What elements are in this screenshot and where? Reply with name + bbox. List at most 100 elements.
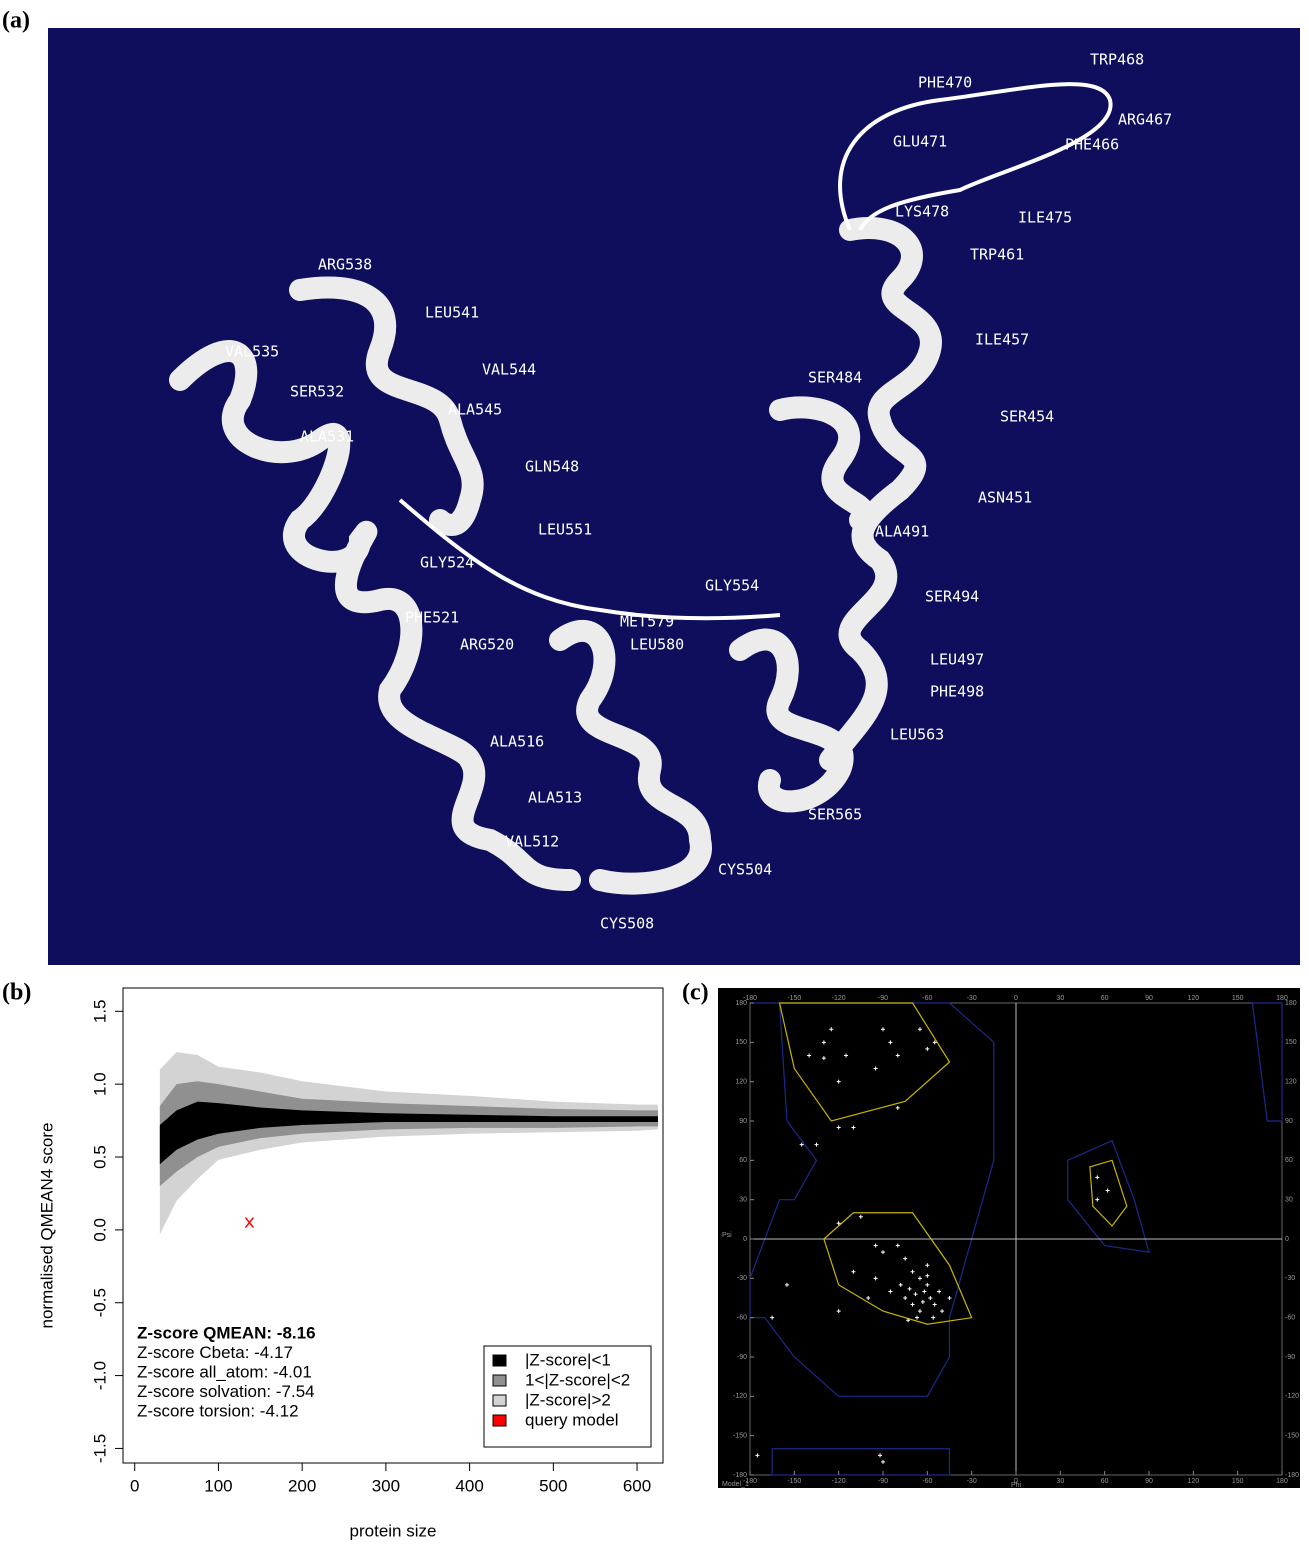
x-tick-label: 0 xyxy=(130,1476,139,1495)
x-tick-label: 300 xyxy=(372,1476,400,1495)
legend-swatch xyxy=(493,1375,506,1386)
x-tick-label: -90 xyxy=(878,1478,888,1485)
y-tick-label: -150 xyxy=(1285,1433,1299,1440)
structure-panel xyxy=(48,28,1300,965)
x-axis-label: Phi xyxy=(1011,1482,1022,1489)
panel-label: (a) xyxy=(2,8,30,34)
y-tick-label: 30 xyxy=(1285,1197,1293,1204)
residue-label: ARG467 xyxy=(1118,111,1172,129)
residue-label: PHE498 xyxy=(930,683,984,701)
residue-label: ALA516 xyxy=(490,733,544,751)
ramachandran-background xyxy=(718,988,1300,1488)
residue-label: VAL535 xyxy=(225,343,279,361)
x-tick-label: 100 xyxy=(204,1476,232,1495)
y-tick-label: 120 xyxy=(1285,1079,1297,1086)
query-point xyxy=(245,1218,253,1228)
residue-label: LYS478 xyxy=(895,203,949,221)
y-tick-label: 0.5 xyxy=(90,1145,109,1169)
x-tick-label: 120 xyxy=(1187,995,1199,1002)
y-tick-label: 120 xyxy=(735,1079,747,1086)
x-tick-label: 120 xyxy=(1187,1478,1199,1485)
residue-label: ALA545 xyxy=(448,401,502,419)
y-tick-label: -30 xyxy=(737,1275,747,1282)
x-tick-label: -30 xyxy=(967,1478,977,1485)
x-tick-label: 30 xyxy=(1056,1478,1064,1485)
x-axis-label: protein size xyxy=(350,1521,437,1540)
residue-label: ALA513 xyxy=(528,789,582,807)
x-tick-label: 150 xyxy=(1232,995,1244,1002)
y-tick-label: 0 xyxy=(1285,1236,1289,1243)
figure: (a)(b)(c)TRP468PHE470ARG467GLU471PHE466L… xyxy=(0,0,1309,1547)
x-tick-label: 150 xyxy=(1232,1478,1244,1485)
y-tick-label: 90 xyxy=(739,1118,747,1125)
z-score-note: Z-score all_atom: -4.01 xyxy=(137,1362,312,1381)
legend-label: |Z-score|<1 xyxy=(525,1350,611,1369)
y-tick-label: 0 xyxy=(743,1236,747,1243)
x-tick-label: 90 xyxy=(1145,995,1153,1002)
y-tick-label: 150 xyxy=(735,1039,747,1046)
residue-label: GLY524 xyxy=(420,554,474,572)
residue-label: LEU541 xyxy=(425,304,479,322)
residue-label: GLN548 xyxy=(525,458,579,476)
y-tick-label: -30 xyxy=(1285,1275,1295,1282)
y-tick-label: -150 xyxy=(733,1433,747,1440)
y-tick-label: 150 xyxy=(1285,1039,1297,1046)
y-tick-label: -120 xyxy=(733,1393,747,1400)
residue-label: GLY554 xyxy=(705,577,759,595)
y-tick-label: -0.5 xyxy=(90,1288,109,1317)
y-tick-label: 180 xyxy=(1285,1000,1297,1007)
x-tick-label: 30 xyxy=(1056,995,1064,1002)
y-tick-label: -180 xyxy=(733,1472,747,1479)
residue-label: TRP461 xyxy=(970,246,1024,264)
x-tick-label: -30 xyxy=(967,995,977,1002)
z-score-note: Z-score solvation: -7.54 xyxy=(137,1382,315,1401)
residue-label: SER454 xyxy=(1000,408,1054,426)
z-score-note: Z-score QMEAN: -8.16 xyxy=(137,1323,316,1342)
y-tick-label: 1.5 xyxy=(90,999,109,1023)
residue-label: MET579 xyxy=(620,613,674,631)
z-score-note: Z-score Cbeta: -4.17 xyxy=(137,1343,293,1362)
residue-label: PHE521 xyxy=(405,609,459,627)
y-tick-label: -1.5 xyxy=(90,1434,109,1463)
residue-label: ARG538 xyxy=(318,256,372,274)
x-tick-label: 60 xyxy=(1101,1478,1109,1485)
residue-label: PHE470 xyxy=(918,74,972,92)
residue-label: CYS504 xyxy=(718,861,772,879)
residue-label: LEU563 xyxy=(890,726,944,744)
legend-swatch xyxy=(493,1415,506,1426)
y-tick-label: 180 xyxy=(735,1000,747,1007)
x-tick-label: -120 xyxy=(832,1478,846,1485)
x-tick-label: 0 xyxy=(1014,995,1018,1002)
residue-label: PHE466 xyxy=(1065,136,1119,154)
model-label: Model_1 xyxy=(722,1481,749,1488)
y-tick-label: 1.0 xyxy=(90,1072,109,1096)
legend-swatch xyxy=(493,1395,506,1406)
residue-label: GLU471 xyxy=(893,133,947,151)
residue-label: SER532 xyxy=(290,383,344,401)
x-tick-label: 180 xyxy=(1276,1478,1288,1485)
x-tick-label: -120 xyxy=(832,995,846,1002)
y-axis-label: Psi xyxy=(722,1232,732,1239)
residue-label: LEU497 xyxy=(930,651,984,669)
y-tick-label: -60 xyxy=(737,1315,747,1322)
x-tick-label: -150 xyxy=(787,1478,801,1485)
y-tick-label: -120 xyxy=(1285,1393,1299,1400)
x-tick-label: 90 xyxy=(1145,1478,1153,1485)
legend-label: |Z-score|>2 xyxy=(525,1390,611,1409)
y-tick-label: 60 xyxy=(1285,1157,1293,1164)
x-tick-label: -150 xyxy=(787,995,801,1002)
residue-label: ARG520 xyxy=(460,636,514,654)
x-tick-label: 400 xyxy=(455,1476,483,1495)
x-tick-label: 600 xyxy=(623,1476,651,1495)
residue-label: ILE475 xyxy=(1018,209,1072,227)
x-tick-label: -60 xyxy=(922,1478,932,1485)
x-tick-label: 200 xyxy=(288,1476,316,1495)
y-tick-label: 30 xyxy=(739,1197,747,1204)
y-tick-label: -90 xyxy=(1285,1354,1295,1361)
legend-label: query model xyxy=(525,1410,619,1429)
y-tick-label: -180 xyxy=(1285,1472,1299,1479)
y-tick-label: -60 xyxy=(1285,1315,1295,1322)
residue-label: ILE457 xyxy=(975,331,1029,349)
x-tick-label: 60 xyxy=(1101,995,1109,1002)
residue-label: ALA531 xyxy=(300,428,354,446)
